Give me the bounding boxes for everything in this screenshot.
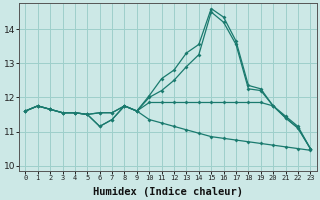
X-axis label: Humidex (Indice chaleur): Humidex (Indice chaleur): [93, 186, 243, 197]
